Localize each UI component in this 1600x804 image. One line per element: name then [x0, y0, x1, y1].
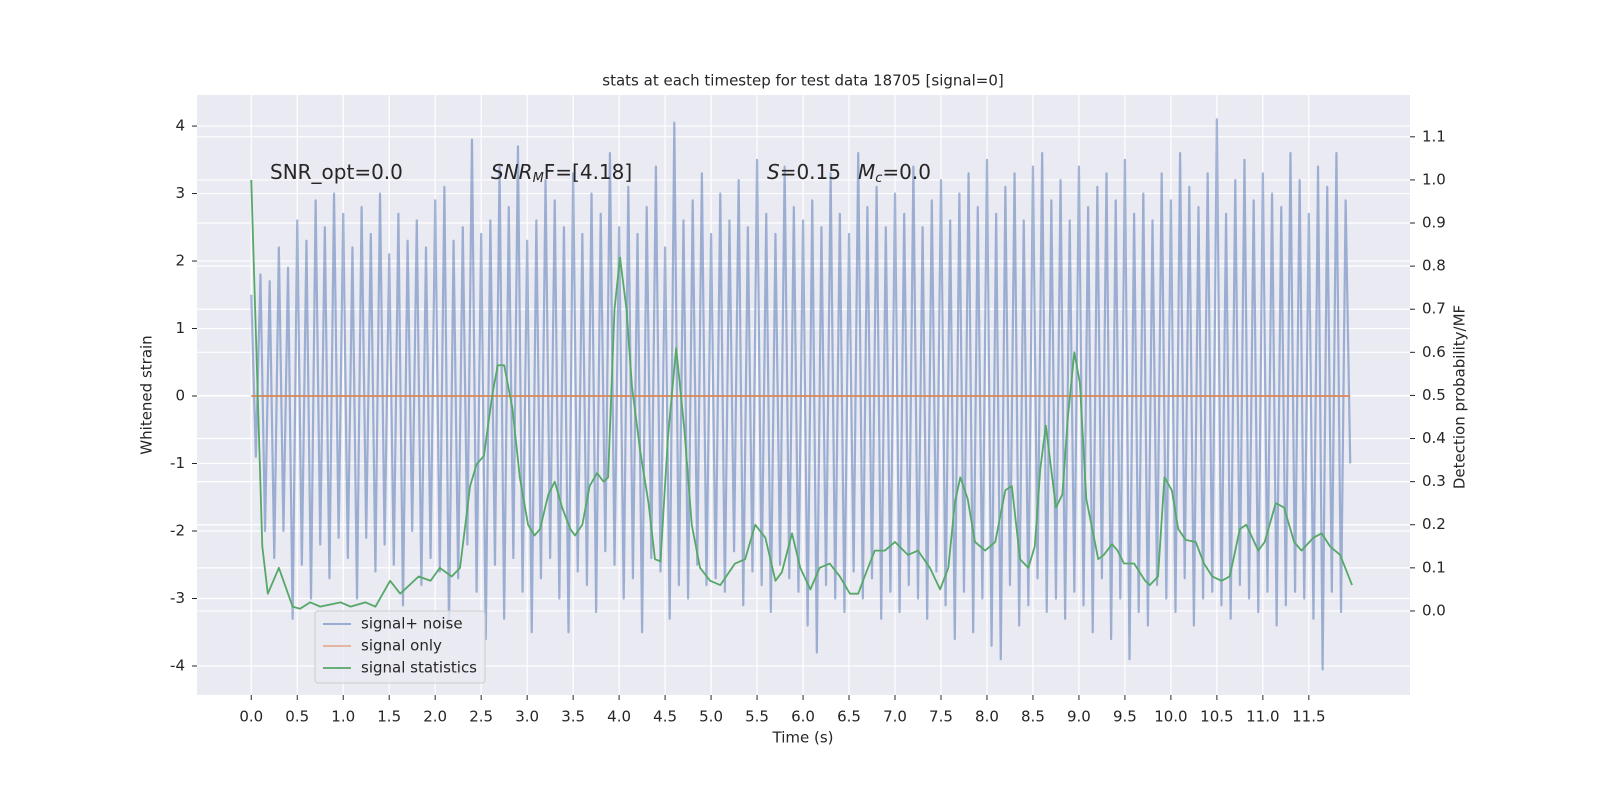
y-tick-label: -4	[170, 656, 185, 674]
x-tick-label: 10.5	[1200, 708, 1233, 726]
x-tick-label: 6.5	[837, 708, 861, 726]
x-tick-label: 11.0	[1246, 708, 1279, 726]
x-tick-label: 2.0	[423, 708, 447, 726]
annotation-rest: F=[4.18]	[544, 160, 632, 184]
y-tick-label: 3	[175, 184, 185, 202]
y2-tick-label: 0.8	[1422, 257, 1446, 275]
x-tick-label: 2.5	[469, 708, 493, 726]
annotation: Mc=0.0	[858, 160, 931, 186]
annotation-symbol: SNR	[491, 160, 533, 184]
annotation-subscript: M	[533, 171, 544, 186]
x-tick-label: 5.0	[699, 708, 723, 726]
y2-axis-label: Detection probability/MF	[1451, 305, 1469, 489]
annotation: SNRMF=[4.18]	[491, 160, 632, 186]
x-tick-label: 9.5	[1113, 708, 1137, 726]
annotation: S=0.15	[767, 160, 841, 184]
y-tick-label: 4	[175, 117, 185, 135]
x-axis-label: Time (s)	[772, 729, 834, 747]
series-line	[250, 118, 1352, 671]
x-tick-label: 4.0	[607, 708, 631, 726]
y-tick-label: -2	[170, 521, 185, 539]
y2-tick-label: 0.1	[1422, 558, 1446, 576]
x-tick-label: 3.5	[561, 708, 585, 726]
y2-tick-label: 0.3	[1422, 472, 1446, 490]
labels: 0.0 0.5 1.0 1.5 2.0 2.5 3.0 3.5 4.0 4.5 5.0 5.5 6.0 6…	[170, 117, 1446, 726]
x-tick-label: 7.5	[929, 708, 953, 726]
legend-label: signal statistics	[361, 659, 477, 677]
y2-tick-label: 0.0	[1422, 601, 1446, 619]
x-tick-label: 8.0	[975, 708, 999, 726]
series-line	[250, 179, 1353, 610]
x-tick-label: 1.0	[331, 708, 355, 726]
x-tick-label: 9.0	[1067, 708, 1091, 726]
y2-tick-label: 0.6	[1422, 343, 1446, 361]
y2-tick-label: 1.1	[1422, 127, 1446, 145]
annotation-symbol: M	[858, 160, 875, 184]
y2-tick-label: 0.5	[1422, 386, 1446, 404]
y-axis-label: Whitened strain	[138, 335, 156, 454]
y-tick-label: -3	[170, 589, 185, 607]
annotation-rest: =0.0	[882, 160, 931, 184]
chart-title: stats at each timestep for test data 187…	[602, 72, 1003, 90]
legend-label: signal only	[361, 637, 442, 655]
x-tick-label: 7.0	[883, 708, 907, 726]
x-tick-label: 5.5	[745, 708, 769, 726]
y2-tick-label: 0.7	[1422, 300, 1446, 318]
annotation-rest: =0.15	[780, 160, 841, 184]
annotation: SNR_opt=0.0	[270, 160, 403, 184]
y-tick-label: 2	[175, 252, 185, 270]
y2-tick-label: 0.2	[1422, 515, 1446, 533]
annotation-text: SNR_opt=0.0	[270, 160, 403, 184]
annotation-symbol: S	[767, 160, 780, 184]
x-tick-label: 0.5	[285, 708, 309, 726]
x-tick-label: 0.0	[239, 708, 263, 726]
y2-tick-label: 0.4	[1422, 429, 1446, 447]
annotation-subscript: c	[875, 171, 882, 186]
y-tick-label: -1	[170, 454, 185, 472]
x-tick-label: 8.5	[1021, 708, 1045, 726]
y-tick-label: 1	[175, 319, 185, 337]
x-tick-label: 6.0	[791, 708, 815, 726]
y2-tick-label: 0.9	[1422, 214, 1446, 232]
x-tick-label: 11.5	[1292, 708, 1325, 726]
marks	[250, 118, 1353, 671]
x-tick-label: 1.5	[377, 708, 401, 726]
legend-label: signal+ noise	[361, 615, 463, 633]
legend-box	[314, 610, 486, 684]
x-tick-label: 4.5	[653, 708, 677, 726]
x-tick-label: 3.0	[515, 708, 539, 726]
y2-tick-label: 1.0	[1422, 170, 1446, 188]
x-tick-label: 10.0	[1154, 708, 1187, 726]
legend: signal+ noise signal only signal statistic…	[314, 610, 486, 684]
y-tick-label: 0	[175, 387, 185, 405]
